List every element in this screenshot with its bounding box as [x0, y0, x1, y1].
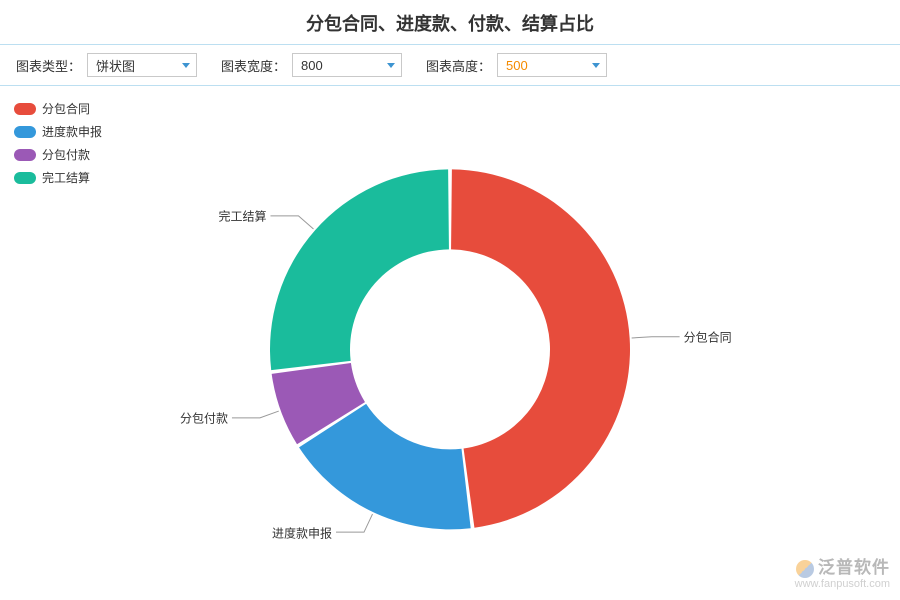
legend-swatch	[14, 126, 36, 138]
legend-swatch	[14, 103, 36, 115]
chart-area: 分包合同进度款申报分包付款完工结算 分包合同进度款申报分包付款完工结算 泛普软件…	[0, 86, 900, 596]
legend-swatch	[14, 172, 36, 184]
watermark-url: www.fanpusoft.com	[795, 578, 890, 590]
chart-width-value: 800	[301, 58, 323, 73]
chart-type-select[interactable]: 饼状图	[87, 53, 197, 77]
slice-label: 进度款申报	[272, 524, 332, 541]
chart-type-label: 图表类型：	[16, 56, 81, 75]
legend: 分包合同进度款申报分包付款完工结算	[14, 100, 102, 192]
legend-label: 分包合同	[42, 100, 90, 117]
donut-slice[interactable]	[451, 169, 630, 527]
watermark-brand: 泛普软件	[818, 559, 890, 578]
chevron-down-icon	[182, 63, 190, 68]
legend-item[interactable]: 分包合同	[14, 100, 102, 117]
donut-slice[interactable]	[270, 169, 449, 370]
leader-line	[232, 411, 279, 418]
chart-width-label: 图表宽度：	[221, 56, 286, 75]
legend-label: 进度款申报	[42, 123, 102, 140]
chart-width-select[interactable]: 800	[292, 53, 402, 77]
chevron-down-icon	[387, 63, 395, 68]
slice-label: 分包付款	[180, 410, 228, 427]
chart-height-label: 图表高度：	[426, 56, 491, 75]
legend-label: 完工结算	[42, 169, 90, 186]
legend-swatch	[14, 149, 36, 161]
legend-item[interactable]: 完工结算	[14, 169, 102, 186]
leader-line	[270, 216, 313, 229]
donut-chart: 分包合同进度款申报 分包付款 完工结算	[140, 139, 760, 559]
toolbar: 图表类型： 饼状图 图表宽度： 800 图表高度： 500	[0, 44, 900, 86]
slice-label: 分包合同	[684, 329, 732, 346]
watermark: 泛普软件 www.fanpusoft.com	[795, 559, 890, 590]
leader-line	[336, 514, 373, 532]
legend-label: 分包付款	[42, 146, 90, 163]
legend-item[interactable]: 进度款申报	[14, 123, 102, 140]
brand-icon	[796, 560, 814, 578]
page-title: 分包合同、进度款、付款、结算占比	[0, 0, 900, 44]
legend-item[interactable]: 分包付款	[14, 146, 102, 163]
chart-type-value: 饼状图	[96, 56, 135, 75]
chevron-down-icon	[592, 63, 600, 68]
chart-height-select[interactable]: 500	[497, 53, 607, 77]
chart-height-value: 500	[506, 58, 528, 73]
leader-line	[632, 337, 680, 338]
slice-label: 完工结算	[218, 208, 266, 225]
